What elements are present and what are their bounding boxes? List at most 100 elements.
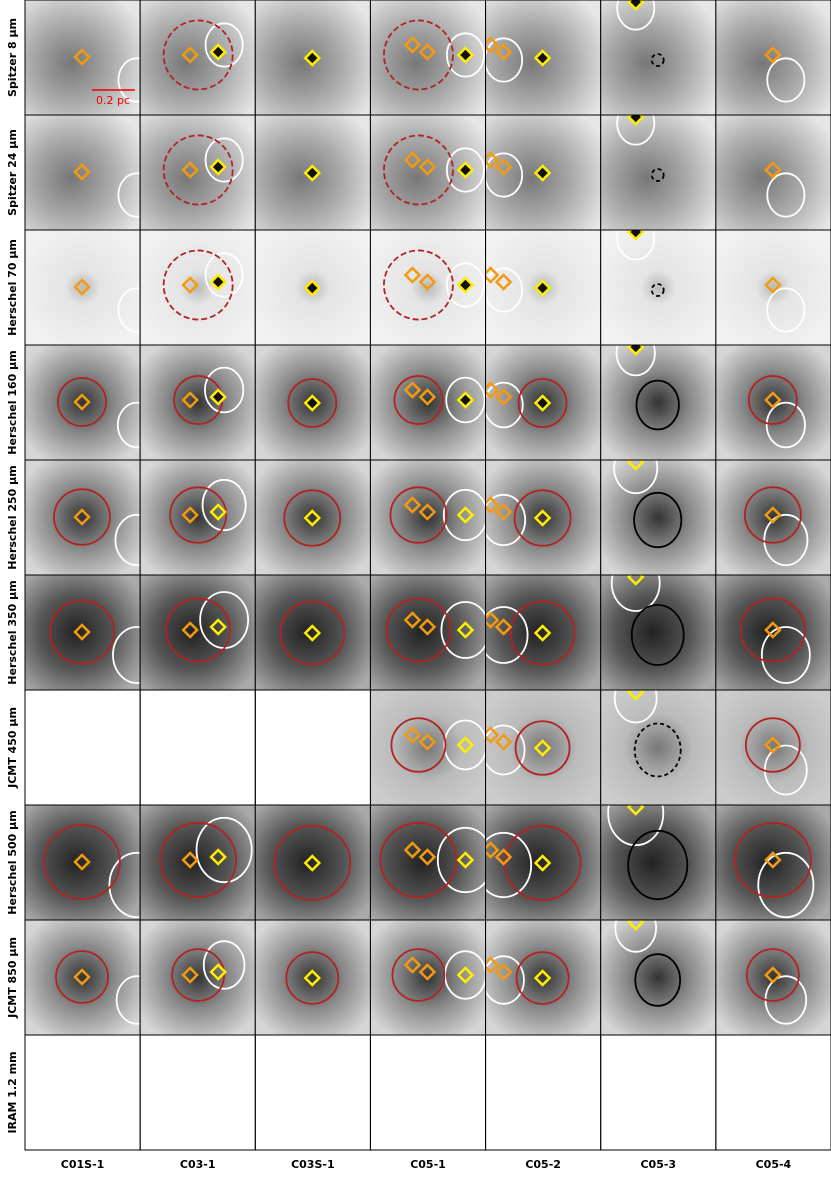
- cell-image: [600, 460, 716, 575]
- source-marker: [494, 618, 513, 636]
- source-marker: [403, 151, 422, 169]
- cell-image: [25, 575, 141, 690]
- beam-ellipse: [485, 267, 524, 313]
- core-ellipse: [635, 379, 680, 431]
- cell-content: [600, 805, 716, 920]
- beam-ellipse: [766, 57, 806, 103]
- source-marker: [533, 49, 552, 67]
- image-cell: [254, 229, 371, 346]
- beam-ellipse: [760, 626, 811, 684]
- beam-ellipse: [613, 460, 659, 495]
- image-cell: [600, 804, 717, 921]
- source-marker: [209, 388, 227, 406]
- image-cell: [715, 114, 831, 231]
- image-cell: [254, 574, 371, 691]
- cell-content: [600, 690, 716, 805]
- image-cell: [254, 459, 371, 576]
- cell-image: [25, 460, 141, 575]
- source-marker: [73, 623, 91, 641]
- cell-image: [140, 115, 256, 230]
- source-marker: [494, 388, 513, 406]
- cell-image: [25, 0, 141, 115]
- source-marker: [73, 853, 91, 871]
- beam-ellipse: [204, 22, 244, 68]
- column-label: C01S-1: [61, 1158, 105, 1171]
- source-marker: [456, 621, 475, 639]
- beam-ellipse: [202, 940, 246, 990]
- image-cell: [369, 804, 487, 921]
- beam-ellipse: [445, 376, 486, 424]
- clump-ellipse: [747, 375, 798, 425]
- clump-ellipse: [279, 600, 346, 666]
- beam-ellipse: [485, 152, 524, 198]
- clump-ellipse: [745, 948, 800, 1002]
- row-label: JCMT 850 µm: [6, 937, 19, 1019]
- source-marker: [418, 273, 437, 291]
- source-marker: [181, 621, 199, 639]
- clump-ellipse: [57, 377, 107, 427]
- source-marker: [303, 969, 322, 987]
- cell-content: [255, 345, 371, 460]
- cell-content: [370, 805, 486, 920]
- source-marker: [209, 503, 227, 521]
- source-marker: [626, 690, 645, 701]
- clump-ellipse: [287, 378, 338, 428]
- column-label: C05-1: [410, 1158, 446, 1171]
- image-cell: [254, 804, 371, 921]
- image-cell: [600, 114, 717, 231]
- source-marker: [73, 163, 91, 181]
- cell-content: [485, 345, 601, 460]
- cell-border: [139, 689, 256, 806]
- cell-content: [715, 230, 831, 345]
- source-marker: [418, 158, 437, 176]
- beam-ellipse: [485, 493, 527, 547]
- source-marker: [494, 963, 513, 981]
- cell-content: [600, 575, 716, 690]
- clump-ellipse: [393, 375, 444, 425]
- image-cell: [24, 574, 141, 691]
- image-cell: [485, 0, 602, 116]
- clump-ellipse: [383, 134, 454, 206]
- cell-content: [255, 920, 371, 1035]
- source-marker: [456, 851, 475, 869]
- source-marker: [181, 46, 199, 64]
- cell-image: [140, 575, 256, 690]
- core-ellipse: [633, 722, 682, 778]
- beam-ellipse: [116, 401, 141, 449]
- image-grid: [24, 0, 831, 1151]
- image-cell: [139, 114, 256, 231]
- cell-image: [140, 460, 256, 575]
- clump-ellipse: [43, 824, 121, 900]
- cell-content: [600, 920, 716, 1035]
- scale-bar-label: 0.2 pc: [96, 94, 130, 107]
- source-marker: [764, 391, 782, 409]
- clump-ellipse: [171, 948, 226, 1002]
- source-marker: [303, 164, 322, 182]
- source-marker: [418, 618, 437, 636]
- cell-content: [370, 115, 486, 230]
- source-marker: [418, 388, 437, 406]
- image-cell: [600, 689, 717, 806]
- image-cell: [600, 574, 717, 691]
- source-marker: [456, 161, 475, 179]
- clump-ellipse: [390, 717, 447, 773]
- cell-content: [25, 0, 141, 115]
- cell-content: [25, 230, 141, 345]
- clump-ellipse: [509, 600, 576, 666]
- cell-content: [140, 230, 256, 345]
- cell-content: [715, 805, 831, 920]
- clump-ellipse: [383, 249, 454, 321]
- cell-content: [370, 920, 486, 1035]
- source-marker: [303, 394, 322, 412]
- image-cell: [600, 0, 717, 116]
- source-marker: [181, 851, 199, 869]
- clump-ellipse: [273, 825, 352, 901]
- beam-ellipse: [436, 826, 486, 894]
- source-marker: [181, 506, 199, 524]
- clump-ellipse: [162, 134, 234, 206]
- source-marker: [403, 36, 422, 54]
- cell-image: [255, 805, 371, 920]
- source-marker: [403, 726, 422, 744]
- cell-content: [485, 805, 601, 920]
- source-marker: [764, 736, 782, 754]
